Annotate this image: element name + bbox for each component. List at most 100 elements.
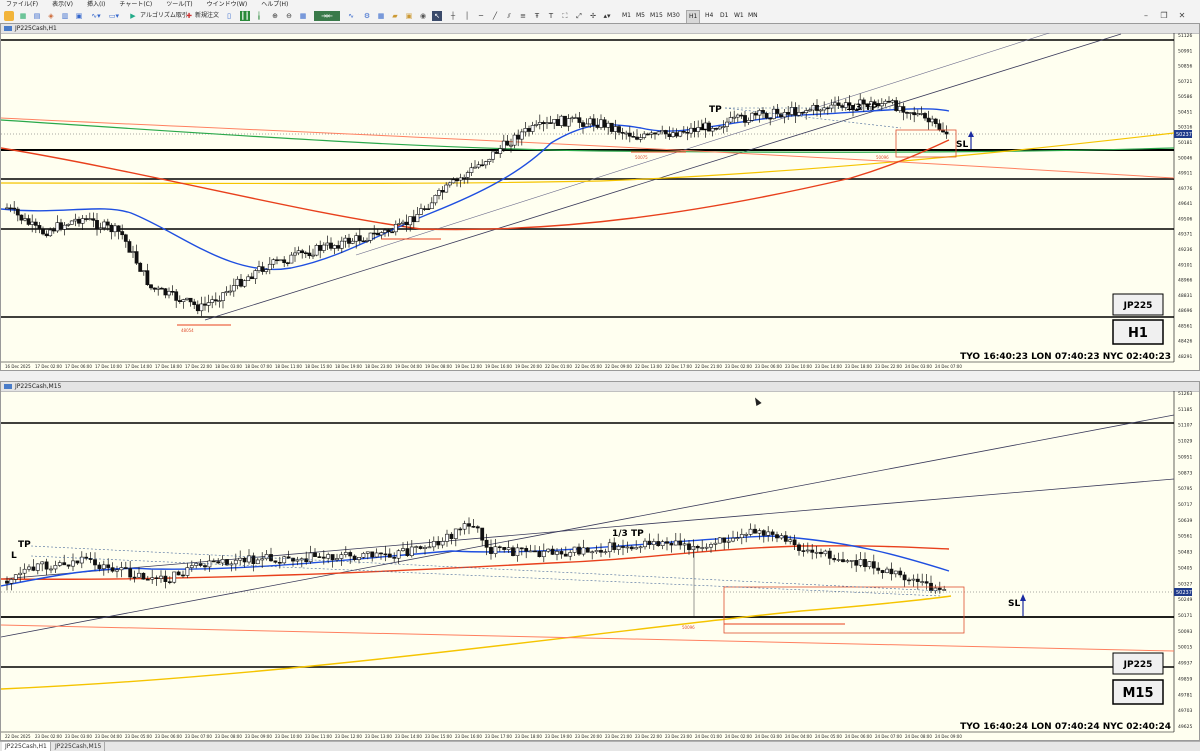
candle-body	[51, 229, 56, 232]
minimize-icon[interactable]: –	[1144, 11, 1148, 20]
time-tick-label: 23 Dec 08:00	[215, 734, 242, 739]
channel-upper[interactable]	[1, 414, 1175, 638]
alert-icon[interactable]: ▣	[405, 12, 413, 20]
templates-icon[interactable]: ▭▾	[108, 12, 120, 20]
text-tool-icon[interactable]: Ŧ	[534, 12, 540, 20]
menu-charts[interactable]: チャート(C)	[119, 1, 153, 8]
candle-body	[426, 208, 431, 210]
timeframe-m5[interactable]: M5	[636, 12, 645, 19]
time-tick-label: 23 Dec 18:00	[515, 734, 542, 739]
channel-lower[interactable]	[355, 33, 1174, 256]
market-watch-icon[interactable]: ▤	[33, 12, 41, 20]
menu-file[interactable]: ファイル(F)	[6, 1, 39, 8]
restore-icon[interactable]: ❐	[1160, 11, 1168, 20]
candle-body	[318, 245, 323, 251]
trade-zones	[177, 107, 974, 326]
tab-jp225-m15[interactable]: JP225Cash,M15	[52, 742, 106, 751]
chart-window-h1[interactable]: JP225Cash,H1 51126 50991 50856 50721 50586 50…	[0, 23, 1200, 371]
cursor-tool-icon[interactable]: ↖	[432, 11, 442, 21]
session-clock: TYO 16:40:23 LON 07:40:23 NYC 02:40:23	[960, 352, 1171, 362]
algo-trading-icon[interactable]: ▶	[130, 12, 136, 20]
menu-view[interactable]: 表示(V)	[52, 1, 73, 8]
candle-body	[163, 288, 168, 296]
candle-body	[588, 118, 593, 125]
h1-chart-canvas[interactable]: 51126 50991 50856 50721 50586 50451 50316 50181…	[1, 33, 1199, 371]
chart-title: JP225Cash,M15	[15, 383, 62, 390]
arrow-tool-icon[interactable]: ⤢	[576, 12, 582, 20]
ma-long-line	[1, 624, 1175, 652]
menu-window[interactable]: ウインドウ(W)	[206, 1, 248, 8]
indicator-list-icon[interactable]: ∿	[348, 12, 354, 20]
tab-jp225-h1[interactable]: JP225Cash,H1	[2, 742, 51, 751]
label-tool-icon[interactable]: T	[548, 12, 554, 20]
candle-body	[249, 276, 254, 280]
candle-body	[5, 580, 9, 584]
close-icon[interactable]: ✕	[1178, 11, 1186, 20]
menu-help[interactable]: ヘルプ(H)	[261, 1, 289, 8]
chart-window-m15[interactable]: JP225Cash,M15 51263 51185 51107 51029 50951 5…	[0, 381, 1200, 741]
candle-body	[721, 126, 726, 128]
candle-body	[253, 270, 258, 280]
candle-body	[617, 126, 621, 133]
candle-body	[273, 560, 278, 563]
candle-body	[584, 123, 589, 127]
horizontal-line-icon[interactable]: ─	[478, 12, 484, 20]
zoom-in-icon[interactable]: ⊕	[272, 12, 278, 20]
price-tick-label: 49703	[1178, 708, 1192, 714]
vertical-line-icon[interactable]: │	[464, 12, 470, 20]
candle-body	[390, 231, 395, 234]
timeframe-m30[interactable]: M30	[667, 12, 680, 19]
sl-zone-box[interactable]	[895, 129, 957, 158]
current-price-tag: 50237	[1174, 130, 1192, 138]
settings-icon[interactable]: ⚙	[363, 12, 371, 20]
crosshair-icon[interactable]: ┼	[450, 12, 456, 20]
trendline-icon[interactable]: ╱	[492, 12, 498, 20]
candlestick-icon[interactable]: ╽	[256, 12, 262, 20]
timeframe-d1[interactable]: D1	[720, 12, 729, 19]
zoom-out-icon[interactable]: ⊖	[286, 12, 292, 20]
shapes-icon[interactable]: ✢	[590, 12, 596, 20]
timeframe-w1[interactable]: W1	[734, 12, 744, 19]
new-chart-icon[interactable]	[4, 11, 14, 21]
candle-body	[933, 587, 938, 591]
channel-lower[interactable]	[1, 478, 1175, 580]
experts-icon[interactable]: ▦	[377, 12, 385, 20]
menu-tools[interactable]: ツール(T)	[166, 1, 193, 8]
timeframe-m15[interactable]: M15	[650, 12, 663, 19]
current-price-tag: 50237	[1174, 588, 1192, 596]
timeframe-h1[interactable]: H1	[686, 10, 701, 24]
candle-body	[735, 537, 740, 539]
screenshot-icon[interactable]: ◉	[419, 12, 427, 20]
candle-body	[13, 574, 18, 580]
candle-body	[159, 575, 163, 579]
algo-trading-button[interactable]: アルゴリズム取引	[140, 12, 188, 19]
rectangle-tool-icon[interactable]: ⛶	[562, 12, 568, 20]
fibonacci-icon[interactable]: ≡	[520, 12, 526, 20]
profiles-icon[interactable]: ▦	[19, 12, 27, 20]
tile-windows-icon[interactable]: ▦	[299, 12, 307, 20]
chart-shift-icon[interactable]: ⇥⇤	[314, 11, 340, 21]
candle-body	[44, 233, 49, 237]
navigator-icon[interactable]: ◈	[48, 12, 54, 20]
terminal-icon[interactable]: ▣	[75, 12, 83, 20]
new-order-icon[interactable]: ✚	[186, 12, 192, 20]
new-order-button[interactable]: 新規注文	[195, 12, 220, 19]
candle-body	[908, 112, 913, 114]
folder-icon[interactable]: ▰	[392, 12, 398, 20]
indicators-icon[interactable]: ∿▾	[91, 12, 101, 20]
timeframe-h4[interactable]: H4	[705, 12, 714, 19]
bar-chart-icon[interactable]: ┃┃	[240, 11, 250, 21]
sl-zone-box[interactable]	[723, 586, 965, 634]
depth-of-market-icon[interactable]: ▯	[227, 12, 231, 20]
data-window-icon[interactable]: ▥	[61, 12, 69, 20]
timeframe-m1[interactable]: M1	[622, 12, 631, 19]
candle-body	[440, 190, 445, 193]
menu-insert[interactable]: 挿入(I)	[86, 1, 106, 8]
candle-body	[159, 287, 164, 290]
candle-body	[568, 552, 573, 557]
timeframe-mn[interactable]: MN	[748, 12, 758, 19]
more-tools-icon[interactable]: ▴▾	[603, 12, 611, 20]
channel-icon[interactable]: ⫽	[507, 12, 511, 20]
m15-chart-canvas[interactable]: 51263 51185 51107 51029 50951 50873 50795 50717…	[1, 391, 1199, 741]
channel-upper[interactable]	[204, 33, 1122, 321]
